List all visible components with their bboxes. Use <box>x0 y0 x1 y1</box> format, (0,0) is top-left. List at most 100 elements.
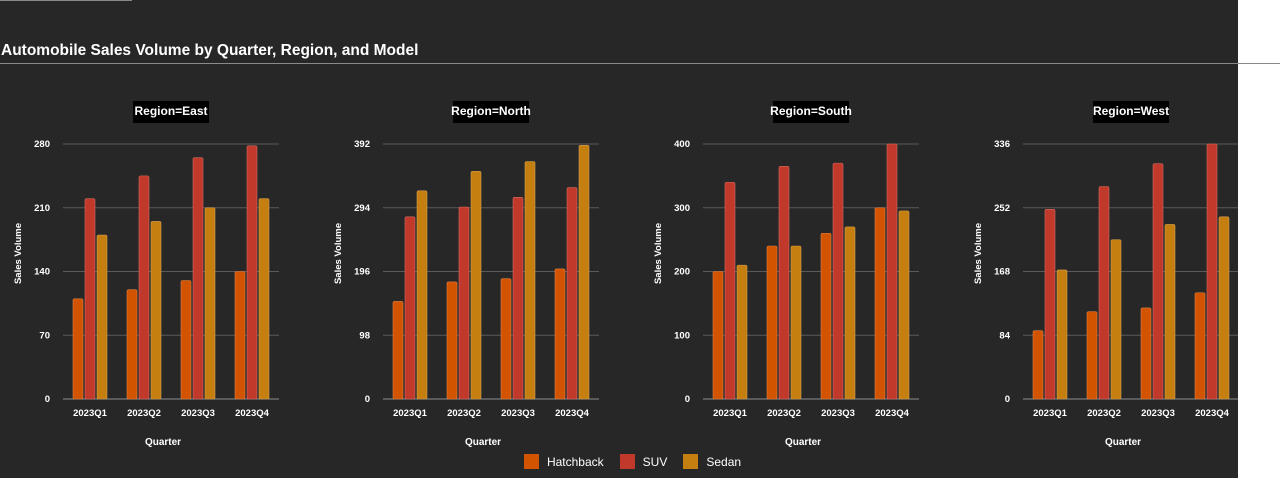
y-tick-label: 100 <box>674 330 690 341</box>
bar <box>96 234 108 400</box>
bar <box>470 171 482 400</box>
x-tick-label: 2023Q2 <box>767 408 801 419</box>
bar <box>404 216 416 400</box>
bar <box>84 198 96 400</box>
x-axis-label: Quarter <box>145 437 181 448</box>
top-tab-indicator <box>0 0 132 1</box>
bar <box>258 198 270 400</box>
bar <box>1110 239 1122 400</box>
bar <box>138 175 150 400</box>
bar <box>1152 163 1164 400</box>
y-tick-label: 392 <box>354 139 370 150</box>
x-axis-label: Quarter <box>465 437 501 448</box>
y-tick-label: 84 <box>999 330 1010 341</box>
chart-panels: Region=East 0 70 140 210 280 2023Q1 2023Q2 2023Q… <box>13 101 1238 448</box>
y-tick-label: 0 <box>365 394 370 405</box>
bar <box>1164 224 1176 400</box>
legend-swatch <box>523 454 539 469</box>
bar <box>820 232 832 400</box>
bar <box>778 166 790 400</box>
legend-swatch <box>683 454 699 469</box>
y-tick-label: 336 <box>994 139 1010 150</box>
bar <box>566 187 578 400</box>
x-axis-label: Quarter <box>1105 437 1141 448</box>
chart-title: Automobile Sales Volume by Quarter, Regi… <box>1 42 419 59</box>
legend-label: Hatchback <box>546 454 604 469</box>
chart-panel: Region=West 0 84 168 252 336 2023Q1 2023Q2 2023Q… <box>973 101 1238 448</box>
y-tick-label: 0 <box>45 394 50 405</box>
x-tick-label: 2023Q1 <box>713 408 748 419</box>
bar <box>554 268 566 400</box>
x-tick-label: 2023Q3 <box>821 408 855 419</box>
bar <box>126 289 138 400</box>
legend-swatch <box>619 454 635 469</box>
chart-panel: Region=South 0 100 200 300 400 2023Q1 2023Q2 202… <box>653 101 919 448</box>
panel-title-background <box>773 101 849 123</box>
legend-item[interactable]: Hatchback <box>523 454 604 469</box>
bar <box>578 145 590 400</box>
bar <box>512 197 524 400</box>
bar <box>1194 292 1206 400</box>
x-tick-label: 2023Q4 <box>555 408 590 419</box>
bar <box>1032 330 1044 400</box>
bar <box>524 161 536 400</box>
x-tick-label: 2023Q3 <box>1141 408 1175 419</box>
bar <box>192 157 204 400</box>
legend-label: SUV <box>642 454 668 469</box>
x-tick-label: 2023Q4 <box>1195 408 1230 419</box>
y-tick-label: 168 <box>994 267 1010 278</box>
bar <box>416 190 428 400</box>
x-tick-label: 2023Q2 <box>127 408 161 419</box>
bar <box>446 281 458 400</box>
bar <box>234 271 246 400</box>
bar <box>898 210 910 400</box>
panel-title: Region=East <box>134 104 207 118</box>
x-tick-label: 2023Q4 <box>235 408 270 419</box>
y-tick-label: 196 <box>354 267 370 278</box>
bar <box>1218 216 1230 400</box>
bar <box>1140 307 1152 400</box>
x-tick-label: 2023Q1 <box>73 408 108 419</box>
legend-label: Sedan <box>706 454 742 469</box>
bar <box>500 278 512 400</box>
bar <box>766 245 778 400</box>
bar <box>392 301 404 400</box>
bar <box>832 162 844 400</box>
bar <box>246 145 258 400</box>
bar <box>72 298 84 400</box>
bar <box>204 207 216 400</box>
panel-title: Region=North <box>451 104 531 118</box>
panel-title: Region=West <box>1093 104 1169 118</box>
bar <box>1086 311 1098 400</box>
y-axis-label: Sales Volume <box>653 223 664 284</box>
x-axis-label: Quarter <box>785 437 821 448</box>
y-tick-label: 70 <box>39 330 50 341</box>
bar <box>724 181 736 400</box>
bar <box>1206 143 1218 400</box>
y-tick-label: 400 <box>674 139 690 150</box>
x-tick-label: 2023Q4 <box>875 408 910 419</box>
bar <box>1044 208 1056 400</box>
panel-title-background <box>1093 101 1169 123</box>
y-tick-label: 300 <box>674 203 690 214</box>
x-tick-label: 2023Q3 <box>501 408 535 419</box>
x-tick-label: 2023Q1 <box>393 408 428 419</box>
legend-item[interactable]: Sedan <box>683 454 741 469</box>
bar <box>790 245 802 400</box>
y-tick-label: 210 <box>34 203 50 214</box>
x-tick-label: 2023Q1 <box>1033 408 1068 419</box>
x-tick-label: 2023Q2 <box>1087 408 1121 419</box>
y-tick-label: 280 <box>34 139 50 150</box>
bar <box>886 143 898 400</box>
panel-title-background <box>133 101 209 123</box>
legend-item[interactable]: SUV <box>619 454 668 469</box>
chart-panel: Region=East 0 70 140 210 280 2023Q1 2023Q2 2023Q… <box>13 101 279 448</box>
y-axis-label: Sales Volume <box>333 223 344 284</box>
title-divider <box>0 63 1280 64</box>
panel-title-background <box>453 101 529 123</box>
bar <box>844 226 856 400</box>
y-tick-label: 140 <box>34 267 50 278</box>
y-axis-label: Sales Volume <box>13 223 24 284</box>
y-tick-label: 200 <box>674 267 690 278</box>
